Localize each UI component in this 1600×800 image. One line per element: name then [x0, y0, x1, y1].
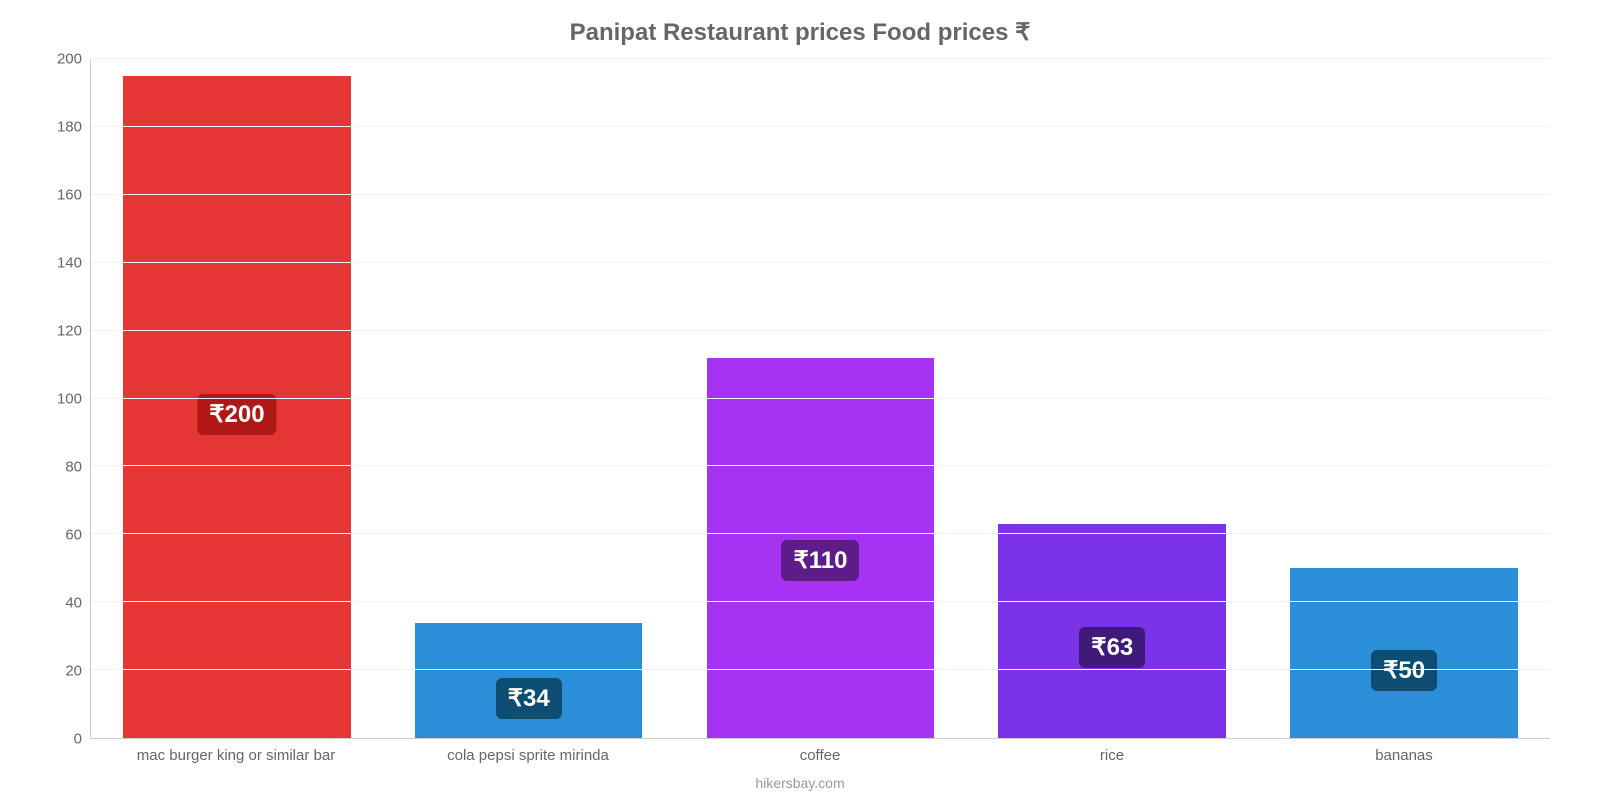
value-badge: ₹63: [1079, 627, 1145, 668]
value-badge: ₹50: [1371, 650, 1437, 691]
bar: ₹110: [707, 358, 935, 738]
gridline: [91, 126, 1550, 127]
gridline: [91, 465, 1550, 466]
gridline: [91, 330, 1550, 331]
value-badge: ₹200: [197, 394, 276, 435]
gridline: [91, 669, 1550, 670]
bar-slot: ₹63: [966, 59, 1258, 738]
y-tick-label: 120: [42, 323, 82, 340]
y-tick-label: 80: [42, 459, 82, 476]
x-tick-label: mac burger king or similar bar: [90, 747, 382, 764]
x-tick-label: rice: [966, 747, 1258, 764]
y-tick-label: 60: [42, 527, 82, 544]
plot: 020406080100120140160180200 ₹200₹34₹110₹…: [40, 59, 1560, 739]
bar-slot: ₹200: [91, 59, 383, 738]
gridline: [91, 262, 1550, 263]
y-tick-label: 200: [42, 51, 82, 68]
plot-area: ₹200 ₹34 ₹110 ₹63 ₹50: [90, 59, 1550, 739]
bar: ₹50: [1290, 568, 1518, 738]
gridline: [91, 601, 1550, 602]
y-tick-label: 180: [42, 119, 82, 136]
chart-container: Panipat Restaurant prices Food prices ₹ …: [40, 10, 1560, 790]
chart-title: Panipat Restaurant prices Food prices ₹: [40, 10, 1560, 59]
bar: ₹63: [998, 524, 1226, 738]
x-tick-label: bananas: [1258, 747, 1550, 764]
gridline: [91, 194, 1550, 195]
bar-slot: ₹110: [675, 59, 967, 738]
y-tick-label: 100: [42, 391, 82, 408]
y-tick-label: 160: [42, 187, 82, 204]
y-axis: 020406080100120140160180200: [40, 59, 90, 739]
y-tick-label: 140: [42, 255, 82, 272]
bar: ₹34: [415, 623, 643, 738]
value-badge: ₹34: [496, 678, 562, 719]
y-tick-label: 20: [42, 663, 82, 680]
gridline: [91, 58, 1550, 59]
x-tick-label: cola pepsi sprite mirinda: [382, 747, 674, 764]
bar-slot: ₹50: [1258, 59, 1550, 738]
value-badge: ₹110: [781, 540, 859, 581]
y-tick-label: 40: [42, 595, 82, 612]
x-axis: mac burger king or similar barcola pepsi…: [90, 739, 1550, 764]
bar-slot: ₹34: [383, 59, 675, 738]
bars-group: ₹200 ₹34 ₹110 ₹63 ₹50: [91, 59, 1550, 738]
bar: ₹200: [123, 76, 351, 738]
gridline: [91, 533, 1550, 534]
gridline: [91, 398, 1550, 399]
y-tick-label: 0: [42, 731, 82, 748]
x-tick-label: coffee: [674, 747, 966, 764]
